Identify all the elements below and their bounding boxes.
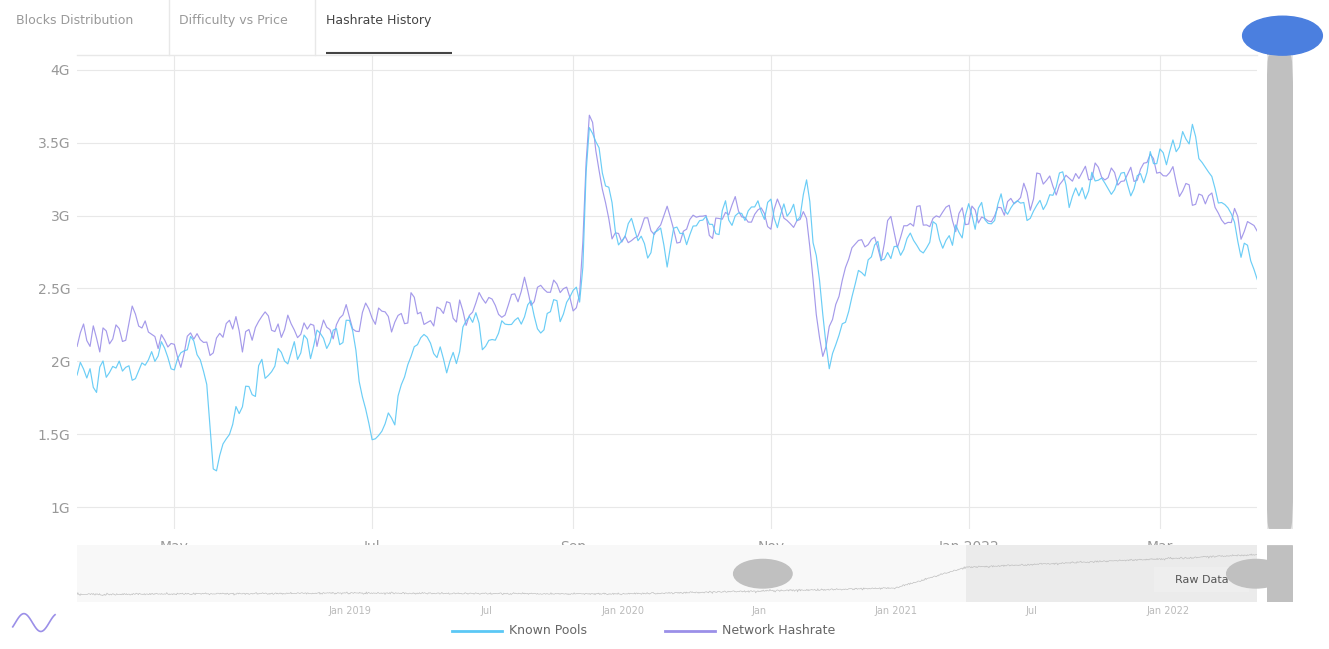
FancyBboxPatch shape: [1267, 55, 1293, 529]
Text: Blocks Distribution: Blocks Distribution: [16, 14, 133, 27]
Bar: [966, 545, 1257, 602]
Text: Known Pools: Known Pools: [509, 624, 587, 637]
Text: Hashrate History: Hashrate History: [326, 14, 431, 27]
FancyBboxPatch shape: [1265, 545, 1294, 602]
FancyBboxPatch shape: [1265, 19, 1294, 55]
Text: Difficulty vs Price: Difficulty vs Price: [179, 14, 288, 27]
Text: −: −: [1275, 26, 1290, 45]
Text: Network Hashrate: Network Hashrate: [722, 624, 835, 637]
Text: Raw Data: Raw Data: [1175, 574, 1228, 585]
